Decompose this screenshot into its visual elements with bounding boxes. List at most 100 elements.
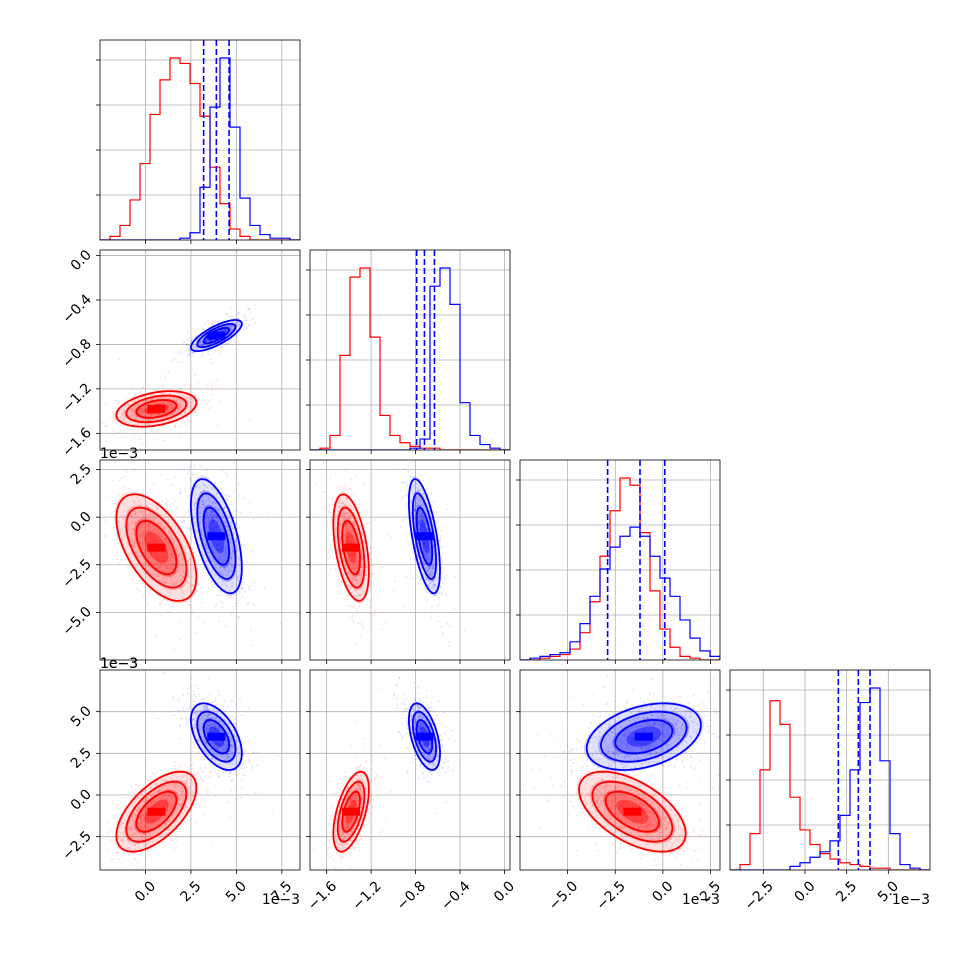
scatter-point	[329, 477, 332, 480]
scatter-point	[122, 410, 125, 412]
scatter-point	[207, 567, 210, 570]
scatter-point	[424, 587, 427, 590]
scatter-point	[211, 570, 214, 572]
scatter-point	[441, 626, 443, 628]
scatter-point	[205, 522, 208, 524]
scatter-point	[420, 499, 422, 501]
scatter-point	[166, 801, 169, 804]
scatter-point	[131, 409, 133, 411]
scatter-point	[182, 773, 185, 776]
scatter-point	[352, 618, 354, 621]
scatter-point	[144, 551, 147, 553]
scatter-point	[413, 509, 416, 511]
scatter-point	[186, 331, 189, 334]
scatter-point	[215, 545, 218, 548]
scatter-point	[153, 806, 156, 808]
scatter-point	[186, 527, 188, 530]
scatter-point	[323, 490, 326, 493]
scatter-point	[146, 399, 148, 402]
scatter-point	[174, 785, 177, 788]
scatter-point	[236, 523, 239, 525]
scatter-point	[216, 379, 219, 382]
scatter-point	[142, 841, 144, 844]
scatter-point	[210, 541, 213, 544]
scatter-point	[142, 513, 145, 516]
scatter-point	[417, 520, 420, 523]
scatter-point	[143, 827, 146, 829]
scatter-point	[355, 560, 358, 563]
scatter-point	[406, 484, 408, 487]
scatter-point	[174, 426, 177, 429]
scatter-point	[177, 409, 180, 412]
scatter-point	[112, 858, 115, 860]
scatter-point	[209, 382, 212, 385]
scatter-point	[214, 506, 217, 509]
scatter-point	[193, 718, 196, 721]
contour-red	[135, 399, 178, 419]
scatter-point	[146, 399, 149, 401]
scatter-point	[353, 538, 356, 541]
scatter-point	[419, 474, 422, 476]
scatter-point	[427, 543, 429, 546]
scatter-point	[170, 554, 173, 556]
scatter-point	[428, 552, 431, 555]
scatter-point	[149, 801, 152, 804]
scatter-point	[148, 528, 151, 531]
scatter-point	[211, 385, 213, 387]
scatter-point	[140, 518, 142, 521]
scatter-point	[147, 384, 149, 387]
scatter-point	[346, 536, 349, 539]
scatter-point	[153, 798, 156, 801]
scatter-point	[166, 406, 169, 409]
scatter-point	[173, 510, 176, 513]
scatter-point	[132, 528, 135, 531]
scatter-point	[354, 577, 356, 579]
scatter-point	[367, 590, 370, 593]
scatter-point	[223, 330, 226, 332]
scatter-point	[360, 574, 363, 577]
scatter-point	[244, 590, 247, 593]
scatter-point	[228, 495, 230, 497]
scatter-point	[137, 500, 140, 503]
scatter-point	[191, 548, 194, 551]
scatter-point	[166, 590, 169, 592]
scatter-point	[209, 771, 212, 774]
scatter-point	[160, 779, 163, 782]
scatter-point	[199, 340, 202, 342]
scatter-point	[149, 422, 151, 425]
scatter-point	[131, 408, 134, 410]
scatter-point	[223, 516, 226, 518]
scatter-point	[152, 574, 155, 577]
scatter-point	[147, 534, 150, 537]
scatter-point	[246, 602, 249, 605]
scatter-point	[234, 322, 237, 324]
scatter-point	[228, 757, 231, 759]
scatter-point	[177, 785, 179, 788]
scatter-point	[210, 742, 212, 745]
scatter-point	[224, 522, 227, 524]
scatter-point	[112, 479, 114, 482]
scatter-point	[200, 777, 202, 780]
scatter-point	[193, 464, 196, 467]
scatter-point	[209, 542, 212, 545]
scatter-point	[215, 562, 218, 565]
scatter-point	[168, 419, 171, 422]
scatter-point	[242, 497, 245, 500]
scatter-point	[176, 839, 179, 841]
scatter-point	[139, 834, 142, 837]
scatter-point	[347, 572, 350, 574]
scatter-point	[115, 851, 117, 853]
scatter-point	[339, 523, 342, 526]
scatter-point	[250, 629, 252, 631]
scatter-point	[205, 559, 208, 562]
scatter-point	[188, 352, 191, 354]
scatter-point	[352, 568, 355, 570]
scatter-point	[213, 527, 216, 530]
scatter-point	[146, 432, 149, 435]
scatter-point	[195, 821, 197, 823]
scatter-point	[252, 603, 255, 606]
scatter-point	[144, 554, 147, 557]
scatter-point	[108, 495, 111, 498]
scatter-point	[134, 832, 137, 835]
scatter-point	[368, 553, 371, 555]
